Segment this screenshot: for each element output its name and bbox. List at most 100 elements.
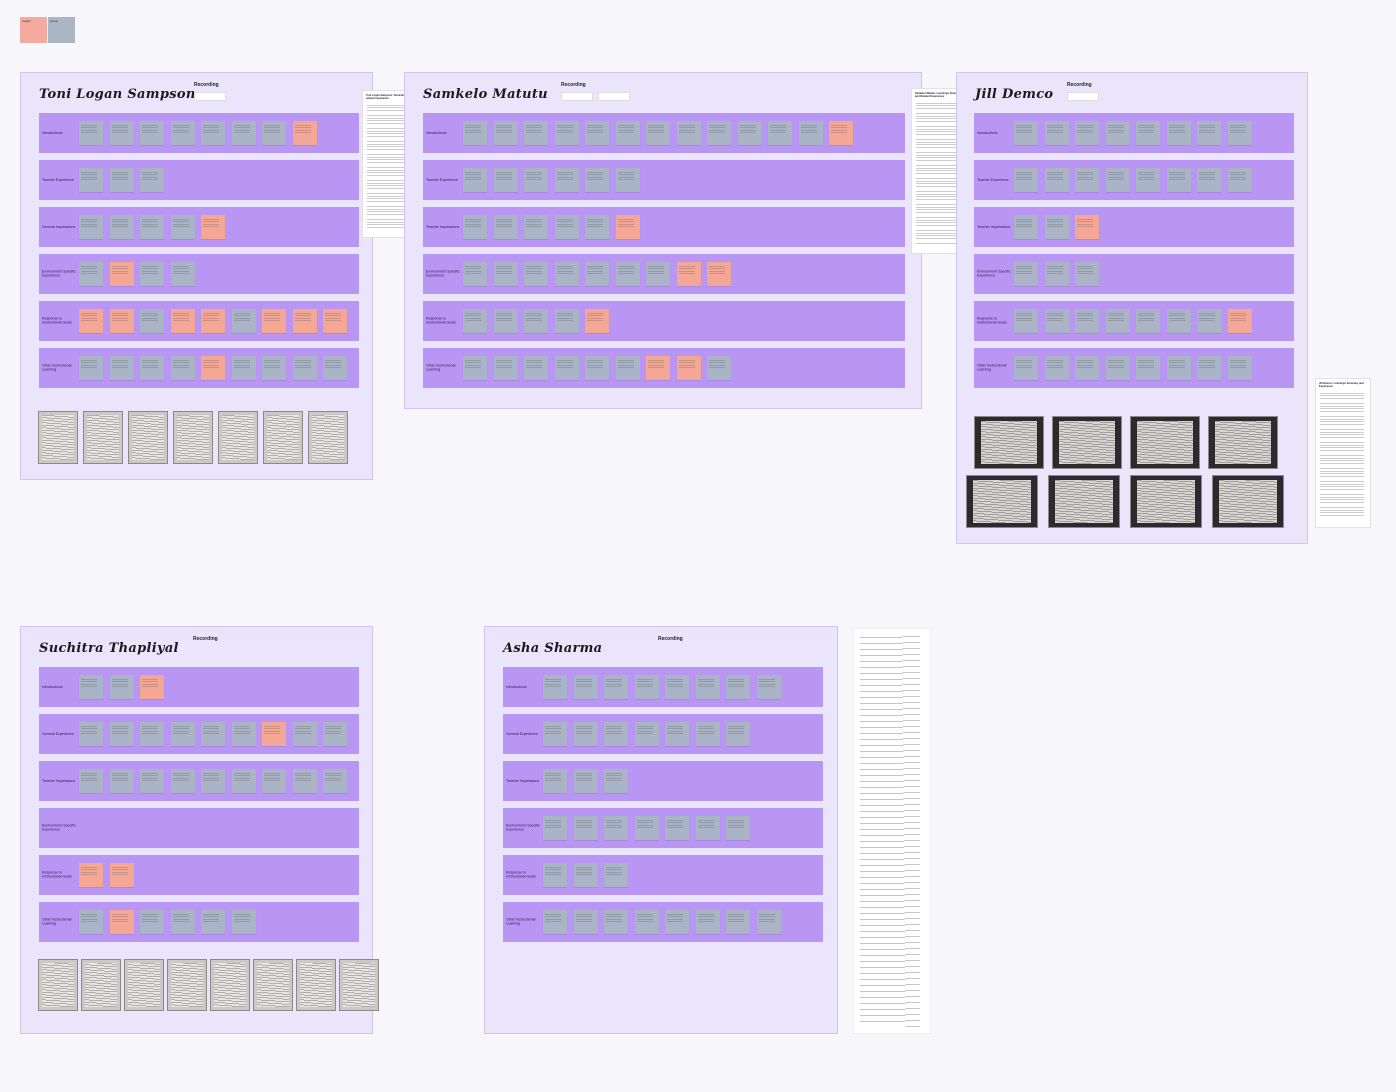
theme-row[interactable]: General Experience [503, 714, 823, 754]
sticky-note[interactable] [292, 309, 317, 333]
sticky-note[interactable] [79, 769, 103, 793]
sticky-note[interactable] [493, 121, 518, 145]
sticky-note[interactable] [201, 121, 225, 145]
theme-row[interactable]: Teacher Impressions [503, 761, 823, 801]
sticky-note[interactable] [231, 722, 256, 746]
sticky-note[interactable] [463, 309, 487, 333]
participant-frame-jill[interactable]: Jill Demco Recording Introductions Teache… [956, 72, 1308, 544]
sticky-note[interactable] [615, 356, 640, 380]
sticky-note[interactable] [109, 262, 134, 286]
sticky-note[interactable] [1014, 215, 1038, 239]
sticky-note[interactable] [1227, 309, 1252, 333]
sticky-note[interactable] [292, 769, 317, 793]
sticky-note[interactable] [201, 769, 225, 793]
theme-row[interactable]: Teacher Experience [423, 160, 905, 200]
sticky-note[interactable] [201, 215, 225, 239]
sticky-note[interactable] [463, 168, 487, 192]
sticky-note[interactable] [170, 262, 195, 286]
sticky-note[interactable] [1136, 168, 1160, 192]
sticky-note[interactable] [1044, 309, 1069, 333]
sticky-note[interactable] [170, 910, 195, 934]
notebook-photo[interactable] [1208, 416, 1278, 469]
sticky-note[interactable] [79, 215, 103, 239]
theme-row[interactable]: Teacher Experience [39, 160, 359, 200]
recording-link[interactable] [1067, 92, 1099, 101]
theme-row[interactable]: Response to Instructional Goals [423, 301, 905, 341]
sticky-note[interactable] [493, 262, 518, 286]
sticky-note[interactable] [1044, 168, 1069, 192]
sticky-note[interactable] [554, 168, 579, 192]
sticky-note[interactable] [585, 121, 609, 145]
sticky-note[interactable] [707, 121, 731, 145]
sticky-note[interactable] [262, 769, 286, 793]
notebook-photo[interactable] [974, 416, 1044, 469]
sticky-note[interactable] [585, 309, 609, 333]
sticky-note[interactable] [140, 675, 164, 699]
sticky-note[interactable] [1075, 215, 1099, 239]
sticky-note[interactable] [323, 769, 347, 793]
theme-row[interactable]: Other Instructional Learning [39, 348, 359, 388]
sticky-note[interactable] [524, 121, 548, 145]
notebook-photo[interactable] [128, 411, 168, 464]
sticky-note[interactable] [543, 816, 567, 840]
sticky-note[interactable] [170, 769, 195, 793]
sticky-note[interactable] [140, 356, 164, 380]
sticky-note[interactable] [554, 215, 579, 239]
sticky-note[interactable] [573, 675, 598, 699]
sticky-note[interactable] [756, 910, 781, 934]
sticky-note[interactable] [493, 215, 518, 239]
notebook-photo[interactable] [966, 475, 1038, 528]
sticky-note[interactable] [140, 769, 164, 793]
notebook-photo[interactable] [296, 959, 336, 1011]
sticky-note[interactable] [1044, 356, 1069, 380]
sticky-note[interactable] [463, 356, 487, 380]
theme-row[interactable]: General Experience [39, 714, 359, 754]
sticky-note[interactable] [604, 769, 628, 793]
notebook-photo[interactable] [339, 959, 379, 1011]
participant-frame-toni[interactable]: Toni Logan Sampson Recording Introductio… [20, 72, 373, 480]
sticky-note[interactable] [676, 121, 701, 145]
sticky-note[interactable] [1075, 309, 1099, 333]
sticky-note[interactable] [79, 168, 103, 192]
sticky-note[interactable] [1075, 262, 1099, 286]
sticky-note[interactable] [140, 309, 164, 333]
sticky-note[interactable] [1227, 168, 1252, 192]
sticky-note[interactable] [262, 309, 286, 333]
sticky-note[interactable] [615, 262, 640, 286]
sticky-note[interactable] [463, 215, 487, 239]
sticky-note[interactable] [140, 215, 164, 239]
sticky-note[interactable] [634, 675, 659, 699]
sticky-note[interactable] [524, 215, 548, 239]
theme-row[interactable]: Teacher Impressions [423, 207, 905, 247]
theme-row[interactable]: Introductions [503, 667, 823, 707]
sticky-note[interactable] [79, 722, 103, 746]
notebook-photo[interactable] [1048, 475, 1120, 528]
sticky-note[interactable] [554, 262, 579, 286]
sticky-note[interactable] [140, 121, 164, 145]
sticky-note[interactable] [1014, 309, 1038, 333]
sticky-note[interactable] [109, 769, 134, 793]
sticky-note[interactable] [695, 816, 720, 840]
sticky-note[interactable] [170, 356, 195, 380]
sticky-note[interactable] [170, 121, 195, 145]
sticky-note[interactable] [737, 121, 762, 145]
sticky-note[interactable] [1014, 121, 1038, 145]
sticky-note[interactable] [573, 722, 598, 746]
notebook-photo[interactable] [38, 411, 78, 464]
sticky-note[interactable] [573, 816, 598, 840]
sticky-note[interactable] [1227, 121, 1252, 145]
legend-quote-swatch[interactable]: Quote [48, 17, 75, 43]
sticky-note[interactable] [463, 121, 487, 145]
sticky-note[interactable] [262, 121, 286, 145]
sticky-note[interactable] [726, 722, 750, 746]
sticky-note[interactable] [726, 675, 750, 699]
notebook-photo[interactable] [1212, 475, 1284, 528]
notebook-photo[interactable] [263, 411, 303, 464]
sticky-note[interactable] [665, 722, 689, 746]
sticky-note[interactable] [292, 722, 317, 746]
sticky-note[interactable] [585, 356, 609, 380]
recording-link[interactable] [194, 92, 226, 101]
sticky-note[interactable] [140, 722, 164, 746]
sticky-note[interactable] [585, 262, 609, 286]
sticky-note[interactable] [170, 215, 195, 239]
